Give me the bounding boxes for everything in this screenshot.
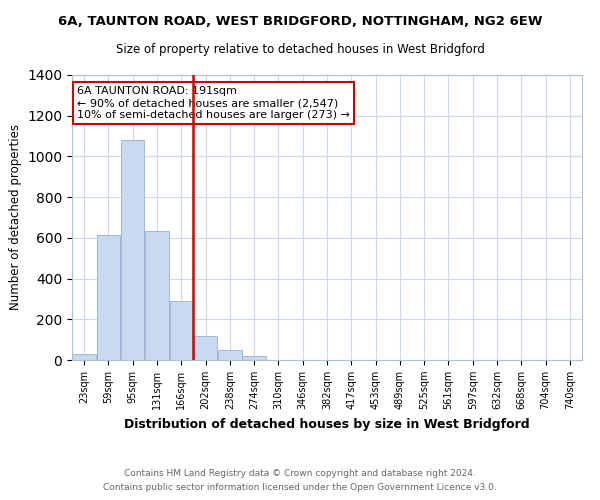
X-axis label: Distribution of detached houses by size in West Bridgford: Distribution of detached houses by size …: [124, 418, 530, 430]
Bar: [194, 336, 217, 360]
Text: 6A TAUNTON ROAD: 191sqm
← 90% of detached houses are smaller (2,547)
10% of semi: 6A TAUNTON ROAD: 191sqm ← 90% of detache…: [77, 86, 350, 120]
Text: Contains HM Land Registry data © Crown copyright and database right 2024.: Contains HM Land Registry data © Crown c…: [124, 468, 476, 477]
Y-axis label: Number of detached properties: Number of detached properties: [8, 124, 22, 310]
Bar: [170, 302, 193, 360]
Text: Size of property relative to detached houses in West Bridgford: Size of property relative to detached ho…: [116, 42, 484, 56]
Text: 6A, TAUNTON ROAD, WEST BRIDGFORD, NOTTINGHAM, NG2 6EW: 6A, TAUNTON ROAD, WEST BRIDGFORD, NOTTIN…: [58, 15, 542, 28]
Bar: [73, 354, 96, 360]
Bar: [218, 350, 242, 360]
Bar: [242, 356, 266, 360]
Bar: [97, 235, 120, 360]
Bar: [145, 232, 169, 360]
Text: Contains public sector information licensed under the Open Government Licence v3: Contains public sector information licen…: [103, 484, 497, 492]
Bar: [121, 140, 145, 360]
